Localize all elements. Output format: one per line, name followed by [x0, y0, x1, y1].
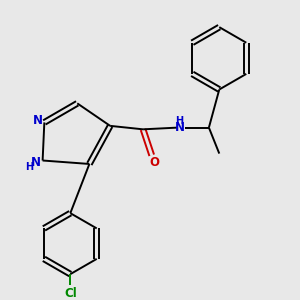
Text: H: H — [176, 116, 184, 126]
Text: N: N — [174, 121, 184, 134]
Text: N: N — [33, 114, 43, 127]
Text: H: H — [26, 162, 34, 172]
Text: O: O — [149, 156, 160, 169]
Text: Cl: Cl — [64, 287, 77, 300]
Text: N: N — [31, 156, 41, 169]
